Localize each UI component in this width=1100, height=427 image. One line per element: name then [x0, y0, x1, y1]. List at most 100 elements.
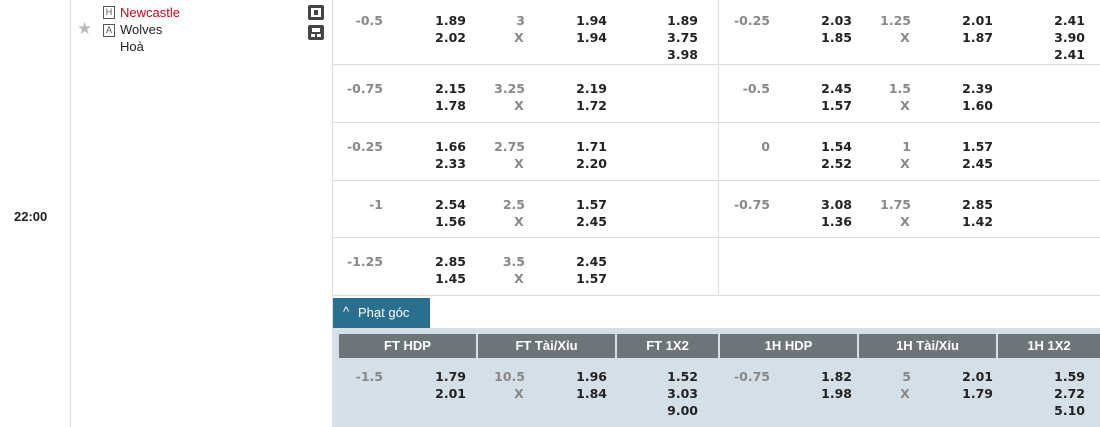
odds-value: 1.57 [962, 139, 993, 154]
away-team[interactable]: Wolves [120, 22, 163, 37]
divider [70, 0, 71, 427]
row-divider [332, 237, 1100, 238]
row-divider [332, 122, 1100, 123]
draw-label: Hoà [120, 39, 144, 54]
under-marker: X [514, 386, 524, 401]
under-marker: X [514, 271, 524, 286]
home-team[interactable]: Newcastle [120, 5, 180, 20]
handicap-line: -0.25 [346, 139, 383, 154]
total-line: 10.5 [494, 369, 525, 384]
divider [718, 0, 719, 295]
total-line: 3.25 [494, 81, 525, 96]
odds-value: 1.66 [435, 139, 466, 154]
column-header: FT Tài/Xỉu [478, 334, 615, 358]
odds-value: 1.59 [1054, 369, 1085, 384]
under-marker: X [900, 30, 910, 45]
under-marker: X [514, 98, 524, 113]
under-marker: X [514, 156, 524, 171]
handicap-line: -0.75 [733, 369, 770, 384]
odds-value: 5.10 [1054, 403, 1085, 418]
corner-tab[interactable] [333, 298, 430, 329]
odds-value: 2.85 [435, 254, 466, 269]
divider [332, 0, 333, 427]
odds-value: 9.00 [667, 403, 698, 418]
odds-value: 2.15 [435, 81, 466, 96]
odds-value: 1.98 [821, 386, 852, 401]
row-divider [332, 295, 1100, 296]
odds-value: 1.96 [576, 369, 607, 384]
odds-value: 1.71 [576, 139, 607, 154]
handicap-line: -1 [369, 197, 383, 212]
handicap-line: -0.75 [346, 81, 383, 96]
favorite-star[interactable]: ★ [77, 19, 93, 38]
column-header: 1H HDP [720, 334, 857, 358]
odds-value: 1.60 [962, 98, 993, 113]
odds-value: 1.54 [821, 139, 852, 154]
under-marker: X [900, 156, 910, 171]
odds-value: 2.19 [576, 81, 607, 96]
total-line: 1.25 [880, 13, 911, 28]
odds-value: 1.79 [962, 386, 993, 401]
total-line: 2.75 [494, 139, 525, 154]
handicap-line: -1.25 [346, 254, 383, 269]
odds-value: 1.56 [435, 214, 466, 229]
odds-value: 1.57 [821, 98, 852, 113]
odds-value: 2.02 [435, 30, 466, 45]
odds-value: 1.52 [667, 369, 698, 384]
total-line: 2.5 [502, 197, 525, 212]
odds-value: 3.98 [667, 47, 698, 62]
odds-value: 2.52 [821, 156, 852, 171]
odds-value: 1.89 [435, 13, 466, 28]
odds-value: 1.36 [821, 214, 852, 229]
total-line: 3.5 [502, 254, 525, 269]
odds-value: 1.42 [962, 214, 993, 229]
odds-value: 1.78 [435, 98, 466, 113]
home-badge: H [103, 6, 115, 19]
odds-value: 1.94 [576, 13, 607, 28]
odds-value: 2.41 [1054, 13, 1085, 28]
odds-value: 1.82 [821, 369, 852, 384]
handicap-line: -1.5 [355, 369, 383, 384]
total-line: 1 [902, 139, 911, 154]
odds-value: 2.01 [962, 369, 993, 384]
odds-value: 2.45 [821, 81, 852, 96]
under-marker: X [514, 30, 524, 45]
odds-value: 2.45 [962, 156, 993, 171]
match-time: 22:00 [14, 209, 48, 224]
row-divider [332, 180, 1100, 181]
match-icons[interactable] [307, 4, 327, 44]
under-marker: X [514, 214, 524, 229]
column-header: 1H 1X2 [998, 334, 1100, 358]
odds-value: 2.45 [576, 214, 607, 229]
odds-value: 1.57 [576, 271, 607, 286]
odds-value: 1.84 [576, 386, 607, 401]
odds-value: 3.03 [667, 386, 698, 401]
odds-value: 1.94 [576, 30, 607, 45]
handicap-line: -0.5 [742, 81, 770, 96]
corner-tab-chevron: ^ [343, 304, 350, 319]
under-marker: X [900, 98, 910, 113]
under-marker: X [900, 214, 910, 229]
odds-value: 1.45 [435, 271, 466, 286]
odds-value: 2.20 [576, 156, 607, 171]
column-header: FT 1X2 [617, 334, 718, 358]
handicap-line: -0.75 [733, 197, 770, 212]
total-line: 5 [902, 369, 911, 384]
odds-value: 2.85 [962, 197, 993, 212]
odds-value: 2.72 [1054, 386, 1085, 401]
away-badge: A [103, 24, 115, 37]
odds-value: 1.72 [576, 98, 607, 113]
odds-value: 3.08 [821, 197, 852, 212]
odds-value: 1.87 [962, 30, 993, 45]
odds-value: 1.57 [576, 197, 607, 212]
total-line: 3 [516, 13, 525, 28]
odds-value: 1.79 [435, 369, 466, 384]
odds-value: 2.54 [435, 197, 466, 212]
corner-tab-label[interactable]: Phạt góc [358, 305, 410, 320]
odds-value: 2.03 [821, 13, 852, 28]
total-line: 1.5 [888, 81, 911, 96]
handicap-line: -0.25 [733, 13, 770, 28]
odds-value: 3.90 [1054, 30, 1085, 45]
total-line: 1.75 [880, 197, 911, 212]
